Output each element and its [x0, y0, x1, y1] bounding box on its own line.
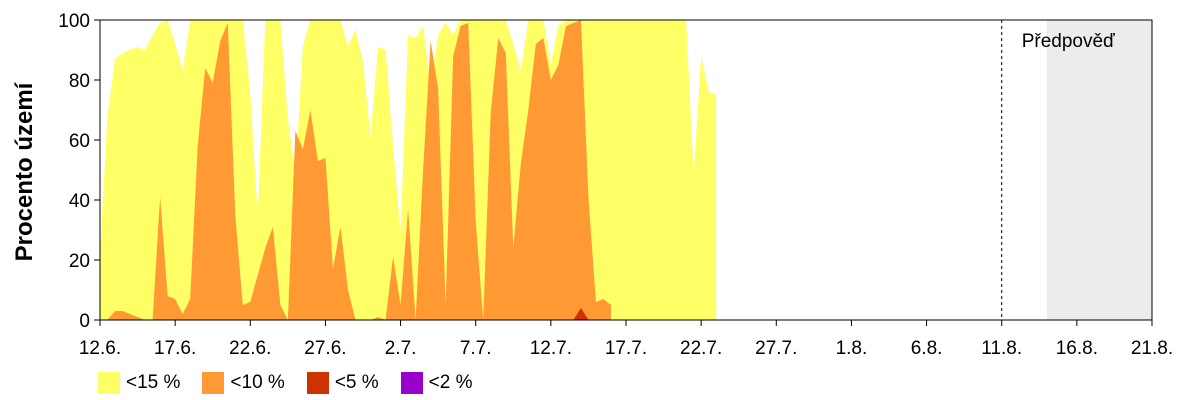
x-tick-label: 22.7.	[680, 338, 722, 359]
x-tick-label: 2.7.	[385, 338, 417, 359]
axes: Předpověď 0 20 40 60 80 100 12.6. 17.6. 22.6. 27.6…	[11, 11, 1173, 359]
x-tick-label: 1.8.	[836, 338, 868, 359]
legend-label: <10 %	[230, 372, 285, 393]
plot-area	[100, 20, 1152, 320]
y-tick-label: 0	[79, 311, 90, 332]
forecast-label: Předpověď	[1022, 31, 1115, 52]
legend-swatch	[202, 372, 225, 394]
x-tick-label: 7.7.	[460, 338, 492, 359]
forecast-shade	[1046, 20, 1152, 320]
legend-item: <5 %	[306, 372, 379, 394]
x-tick-label: 11.8.	[981, 338, 1022, 359]
legend-swatch	[98, 372, 120, 394]
x-tick-label: 21.8.	[1131, 338, 1173, 359]
x-tick-label: 27.6.	[304, 338, 346, 359]
y-tick-label: 20	[69, 251, 90, 272]
y-axis-label: Procento území	[11, 81, 38, 261]
x-tick-label: 17.6.	[154, 338, 196, 359]
x-tick-label: 22.6.	[229, 338, 271, 359]
x-tick-label: 12.7.	[530, 338, 572, 359]
series-area-1	[100, 20, 611, 320]
legend-item: <15 %	[98, 372, 180, 394]
legend-label: <15 %	[126, 372, 181, 393]
legend-item: <2 %	[400, 372, 473, 394]
y-tick-label: 80	[69, 71, 90, 92]
legend-item: <10 %	[202, 372, 285, 394]
legend-label: <2 %	[428, 372, 473, 393]
x-tick-label: 16.8.	[1056, 338, 1098, 359]
y-tick-label: 100	[58, 11, 90, 32]
legend: <15 % <10 % <5 % <2 %	[98, 372, 473, 394]
legend-swatch	[400, 372, 423, 394]
y-tick-label: 60	[69, 131, 90, 152]
legend-swatch	[306, 372, 329, 394]
y-tick-label: 40	[69, 191, 90, 212]
x-tick-label: 27.7.	[755, 338, 797, 359]
x-tick-label: 17.7.	[605, 338, 647, 359]
x-tick-label: 12.6.	[79, 338, 121, 359]
x-tick-label: 6.8.	[911, 338, 943, 359]
legend-label: <5 %	[334, 372, 379, 393]
